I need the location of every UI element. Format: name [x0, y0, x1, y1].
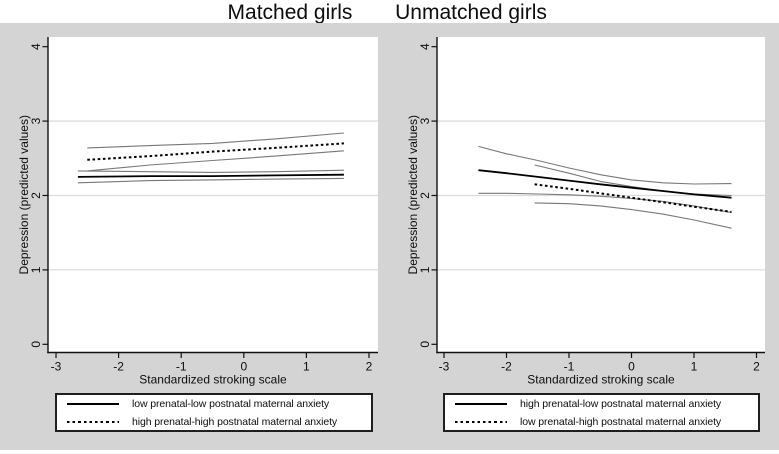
legend-label: high prenatal-low postnatal maternal anx… [520, 397, 722, 410]
legend-matched: low prenatal-low postnatal maternal anxi… [55, 393, 373, 432]
x-tick-label: 2 [753, 360, 760, 374]
plot-area [48, 37, 378, 353]
legend-row: low prenatal-low postnatal maternal anxi… [67, 396, 371, 411]
legend-row: low prenatal-high postnatal maternal anx… [455, 414, 758, 429]
series-line-ci-ci [478, 145, 732, 185]
x-tick-label: 1 [691, 360, 698, 374]
y-tick-label: 1 [418, 266, 432, 273]
y-tick-label: 1 [29, 266, 43, 273]
y-tick-label: 0 [29, 341, 43, 348]
x-tick-label: 2 [366, 360, 373, 374]
series-line-ci-ci [77, 177, 344, 184]
x-tick-label: -3 [439, 360, 450, 374]
y-tick-label: 3 [418, 117, 432, 124]
series-line-mean-dotted [87, 142, 344, 161]
x-axis-title: Standardized stroking scale [139, 373, 287, 387]
series-line-ci-ci [534, 202, 732, 229]
panel-title-unmatched-girls: Unmatched girls [395, 1, 547, 24]
solid-line-sample [67, 402, 119, 405]
x-tick-label: -1 [176, 360, 187, 374]
y-tick-label: 4 [418, 43, 432, 50]
y-tick-label: 2 [418, 192, 432, 199]
solid-line-sample [455, 402, 507, 405]
series-line-mean-solid [77, 173, 344, 178]
series-line-ci-ci [87, 150, 344, 172]
y-tick-label: 4 [29, 43, 43, 50]
legend-label: high prenatal-high postnatal maternal an… [132, 415, 338, 428]
series-line-ci-ci [77, 169, 344, 173]
y-tick-label: 0 [418, 341, 432, 348]
legend-label: low prenatal-high postnatal maternal anx… [520, 415, 722, 428]
x-tick-label: 1 [303, 360, 310, 374]
y-tick-label: 2 [29, 192, 43, 199]
x-tick-label: -3 [51, 360, 62, 374]
y-axis-title: Depression (predicted values) [17, 115, 31, 274]
dotted-line-sample [67, 420, 119, 423]
x-tick-label: -1 [564, 360, 575, 374]
legend-label: low prenatal-low postnatal maternal anxi… [132, 397, 330, 410]
dotted-line-sample [455, 420, 507, 423]
x-tick-label: 0 [240, 360, 247, 374]
x-axis-title: Standardized stroking scale [527, 373, 675, 387]
y-axis-title: Depression (predicted values) [406, 115, 420, 274]
legend-unmatched: high prenatal-low postnatal maternal anx… [443, 393, 760, 432]
x-tick-label: -2 [501, 360, 512, 374]
x-tick-label: 0 [628, 360, 635, 374]
series-line-ci-ci [478, 192, 732, 214]
legend-row: high prenatal-low postnatal maternal anx… [455, 396, 758, 411]
series-line-ci-ci [87, 132, 344, 149]
y-tick-label: 3 [29, 117, 43, 124]
x-tick-label: -2 [113, 360, 124, 374]
legend-row: high prenatal-high postnatal maternal an… [67, 414, 371, 429]
series-line-mean-solid [478, 169, 732, 199]
panel-title-matched-girls: Matched girls [227, 1, 353, 24]
